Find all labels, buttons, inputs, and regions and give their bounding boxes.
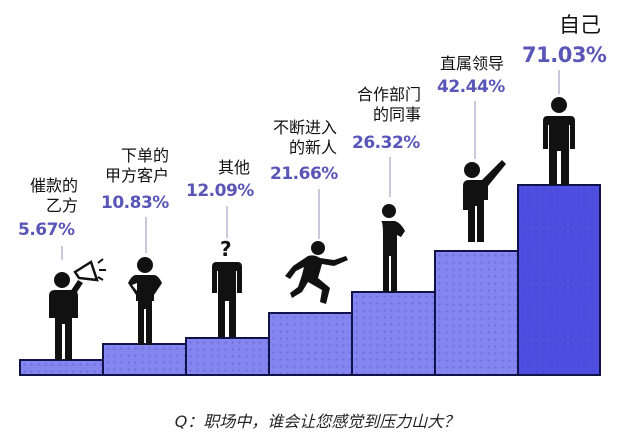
person-hands-on-hips-icon <box>128 257 162 345</box>
leader-line <box>389 157 391 197</box>
category-label: 其他 <box>217 158 250 177</box>
percent-label: 21.66% <box>270 164 338 184</box>
bar-xinren <box>268 312 353 376</box>
category-label: 不断进入 的新人 <box>272 118 337 157</box>
bar-ziji <box>517 184 601 376</box>
leader-line <box>318 189 320 239</box>
bar-lingdao <box>434 250 519 376</box>
bar-qita <box>185 337 270 376</box>
category-label: 合作部门 的同事 <box>356 85 421 124</box>
person-megaphone-icon <box>49 258 106 360</box>
bar-cuikuan-yifang <box>19 359 104 376</box>
category-label: 催款的 乙方 <box>29 176 78 215</box>
person-climbing-icon <box>285 241 348 304</box>
percent-label: 12.09% <box>186 181 254 201</box>
person-arms-crossed-icon <box>381 204 405 292</box>
leader-line <box>474 101 476 159</box>
category-label: 下单的 甲方客户 <box>104 146 169 185</box>
category-label: 直属领导 <box>439 54 504 73</box>
percent-label: 71.03% <box>522 43 607 67</box>
leader-line <box>226 206 228 238</box>
category-label: 自己 <box>559 13 601 37</box>
percent-label: 26.32% <box>352 133 420 153</box>
bar-jiafang-kehu <box>102 343 187 376</box>
percent-label: 10.83% <box>101 193 169 213</box>
chart-caption: Q：职场中，谁会让您感觉到压力山大？ <box>174 412 460 431</box>
leader-line <box>558 70 560 94</box>
percent-label: 42.44% <box>437 77 505 97</box>
person-raising-hand-icon <box>462 160 506 242</box>
leader-line <box>145 217 147 253</box>
person-standing-icon <box>543 97 575 185</box>
bar-tongshi <box>351 291 436 376</box>
person-question-icon: ? <box>212 238 242 337</box>
percent-label: 5.67% <box>18 220 75 240</box>
leader-line <box>61 246 63 260</box>
svg-text:?: ? <box>220 238 232 261</box>
